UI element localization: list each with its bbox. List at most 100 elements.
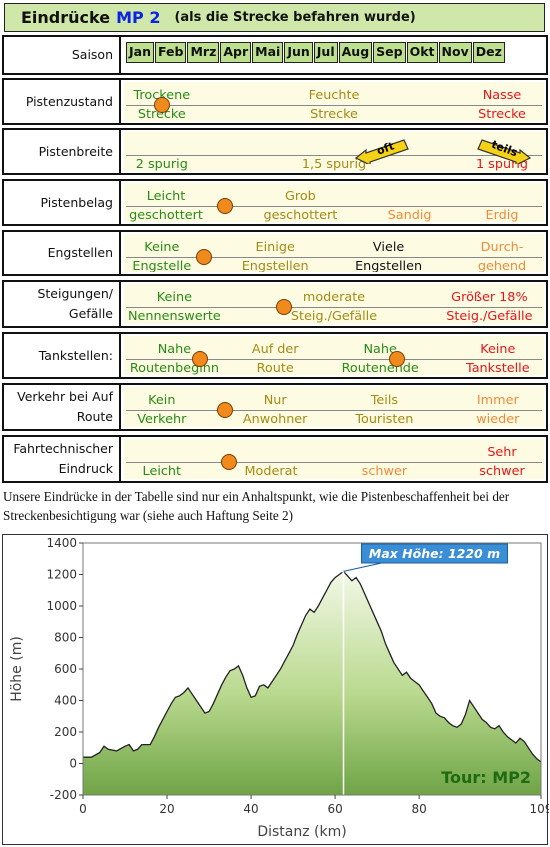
scale-cell: Keine Nennenswerte moderate Steig./Gefälle G… <box>124 284 544 324</box>
indicator-tag-label: oft <box>375 139 396 157</box>
row-pistenbreite: Pistenbreite 2 spurig 1,5 spurig 1 spurig of… <box>2 128 548 175</box>
indicator-arrow-tag: oft <box>355 139 410 164</box>
scale-option: Verkehr <box>137 412 187 427</box>
row-label: Engstellen <box>4 232 121 274</box>
scale-option: geschottert <box>263 208 338 222</box>
row-engstellen: Engstellen Keine Engstelle Einige Engstellen… <box>2 230 548 276</box>
scale-option: Nahe <box>363 342 397 357</box>
scale-line <box>126 307 542 308</box>
rating-marker <box>221 454 237 470</box>
y-tick-label: -200 <box>50 788 77 802</box>
month-jun: Jun <box>284 42 313 63</box>
month-apr: Apr <box>220 42 252 63</box>
max-height-callout-box <box>361 543 509 564</box>
x-tick-label: 60 <box>327 802 342 816</box>
y-axis-label: Höhe (m) <box>9 636 25 702</box>
scale-option: gehend <box>477 259 527 272</box>
row-verkehr-bei-auf-route: Verkehr bei Auf Route Kein Verkehr Nur Anwoh… <box>2 383 548 431</box>
y-tick-label: 600 <box>54 662 77 676</box>
header-subtitle: (als die Strecke befahren wurde) <box>174 10 416 25</box>
row-label: Verkehr bei Auf Route <box>4 385 121 429</box>
month-dez: Dez <box>472 42 505 63</box>
row-label: Fahrtechnischer Eindruck <box>4 437 121 481</box>
scale-line <box>126 155 542 156</box>
scale-cell: 2 spurig 1,5 spurig 1 spurig oft teils <box>124 132 544 171</box>
row-tankstellen: Tankstellen: Nahe Routenbeginn Auf der Route… <box>2 332 548 379</box>
y-tick-label: 200 <box>54 725 77 739</box>
scale-option: 2 spurig <box>135 157 188 171</box>
month-feb: Feb <box>155 42 187 63</box>
rating-marker <box>195 249 212 265</box>
row-label: Steigungen/ Gefälle <box>4 282 121 326</box>
scale-option: schwer <box>479 464 525 479</box>
x-tick-label: 109 <box>530 802 549 816</box>
season-label: Saison <box>4 37 121 73</box>
scale-option: Engstelle <box>132 259 192 272</box>
scale-option: Keine <box>156 290 192 305</box>
scale-option: Moderat <box>244 464 298 479</box>
scale-option: Größer 18% <box>451 290 528 305</box>
x-tick-label: 40 <box>243 802 258 816</box>
scale-cell: Keine Engstelle Einige Engstellen Viele Engst… <box>124 234 544 272</box>
scale-line <box>126 410 542 411</box>
month-jan: Jan <box>126 42 154 63</box>
scale-line <box>126 105 542 106</box>
row-label: Pistenbreite <box>4 130 121 173</box>
scale-cell: Kein Verkehr Nur Anwohner Teils Touristen Imme… <box>124 387 544 427</box>
rating-marker <box>275 299 292 315</box>
scale-option: Steig./Gefälle <box>446 309 533 324</box>
scale-line <box>126 257 542 258</box>
rating-marker <box>153 97 170 113</box>
scale-option: wieder <box>476 412 520 427</box>
scale-option: Teils <box>370 393 399 408</box>
scale-option: Strecke <box>310 107 358 121</box>
scale-option: Immer <box>476 393 519 408</box>
row-fahrtechnischer-eindruck: Fahrtechnischer Eindruck Leicht Moderat sch… <box>2 435 548 483</box>
scale-option: Keine <box>480 342 516 357</box>
header-bar: Eindrücke MP 2 (als die Strecke befahren… <box>4 3 545 32</box>
indicator-arrow-tag: teils <box>477 138 532 164</box>
scale-option: Einige <box>255 240 295 255</box>
scale-cell: Leicht geschottert Grob geschottert Sandig Er… <box>124 183 544 222</box>
y-tick-label: 0 <box>69 757 77 771</box>
row-label: Pistenbelag <box>4 181 121 224</box>
scale-option: Strecke <box>137 107 186 121</box>
elevation-line <box>83 570 542 763</box>
y-tick-label: 1200 <box>46 568 77 582</box>
rating-marker <box>389 351 405 367</box>
scale-option: Durch- <box>480 240 524 255</box>
scale-option: Steig./Gefälle <box>290 309 378 324</box>
elevation-area <box>83 571 541 795</box>
scale-option: Strecke <box>478 107 526 121</box>
scale-option: Nennenswerte <box>127 309 221 324</box>
month-sep: Sep <box>373 42 406 63</box>
month-list: Jan Feb Mrz Apr Mai Jun Jul Aug Sep Okt Nov Dez <box>124 39 544 63</box>
season-row: Saison Jan Feb Mrz Apr Mai Jun Jul Aug Sep Okt Nov… <box>2 35 548 75</box>
scale-option: Erdig <box>485 208 519 222</box>
scale-option: Routenende <box>341 361 419 375</box>
y-tick-label: 800 <box>54 631 77 645</box>
scale-line <box>126 359 542 360</box>
elevation-chart: -200 0 200 400 600 800 1000 1200 1400 0 20 40 60 80 10… <box>2 534 550 845</box>
scale-option: Nur <box>263 393 287 408</box>
scale-line <box>126 462 542 463</box>
max-height-callout-pointer <box>343 562 382 572</box>
scale-option: geschottert <box>129 208 203 222</box>
month-nov: Nov <box>438 42 472 63</box>
rating-marker <box>216 198 233 214</box>
scale-option: Engstellen <box>355 259 423 272</box>
x-tick-label: 80 <box>412 802 427 816</box>
month-jul: Jul <box>313 42 338 63</box>
row-pistenzustand: Pistenzustand Trockene Strecke Feuchte Strec… <box>2 78 548 125</box>
month-aug: Aug <box>338 42 373 63</box>
header-route: MP 2 <box>116 8 161 27</box>
scale-option: Kein <box>148 393 176 408</box>
header-title: Eindrücke <box>21 8 111 27</box>
scale-option: Engstellen <box>241 259 309 272</box>
rating-marker <box>191 351 208 367</box>
row-steigungen-gefälle: Steigungen/ Gefälle Keine Nennenswerte mode… <box>2 280 548 328</box>
y-tick-label: 400 <box>54 694 77 708</box>
scale-option: Nahe <box>157 342 192 357</box>
y-tick-label: 1400 <box>46 536 77 550</box>
